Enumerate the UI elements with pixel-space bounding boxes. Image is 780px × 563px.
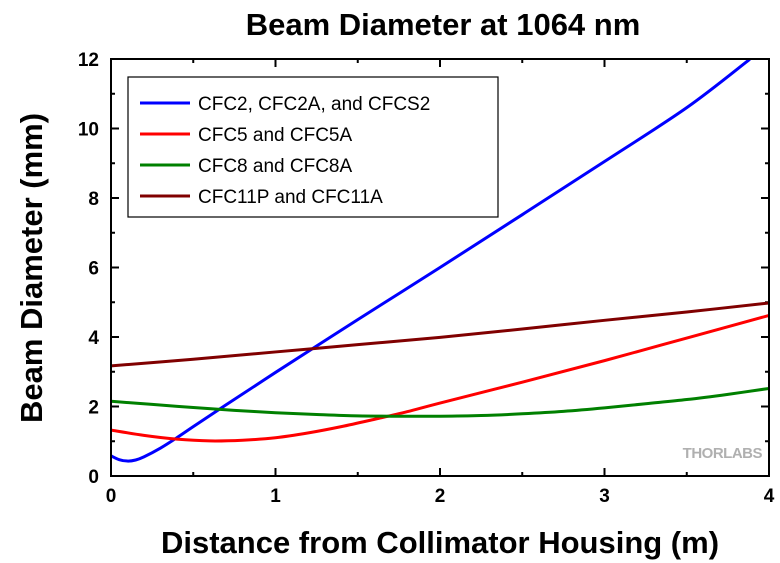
x-tick-label: 1 — [270, 486, 281, 507]
y-tick-label: 12 — [78, 50, 99, 71]
x-axis-label: Distance from Collimator Housing (m) — [161, 525, 719, 560]
y-tick-label: 6 — [88, 259, 99, 280]
y-tick-label: 2 — [88, 398, 99, 419]
chart-title: Beam Diameter at 1064 nm — [246, 7, 641, 42]
series-line-2 — [111, 313, 769, 443]
x-tick-label: 4 — [764, 486, 775, 507]
y-tick-label: 10 — [78, 120, 99, 141]
y-tick-label: 8 — [88, 189, 99, 210]
thorlabs-watermark: THORLABS — [683, 445, 763, 462]
legend-box — [127, 76, 499, 218]
legend-entry: CFC11P and CFC11A — [198, 187, 383, 208]
legend-entry: CFC5 and CFC5A — [198, 125, 352, 146]
chart-legend: CFC2, CFC2A, and CFCS2 CFC5 and CFC5A CFC8… — [127, 76, 499, 218]
series-line-3 — [111, 386, 769, 418]
y-tick-label: 0 — [88, 467, 99, 488]
series-line-1 — [111, 59, 751, 463]
x-tick-label: 0 — [106, 486, 117, 507]
x-tick-label: 3 — [599, 486, 610, 507]
y-tick-label: 4 — [88, 328, 99, 349]
plot-area-frame — [110, 58, 770, 477]
chart-series — [111, 59, 769, 463]
legend-entry: CFC8 and CFC8A — [198, 156, 352, 177]
x-tick-label: 2 — [435, 486, 446, 507]
series-line-4 — [111, 301, 769, 368]
legend-entry: CFC2, CFC2A, and CFCS2 — [198, 94, 430, 115]
y-axis-label: Beam Diameter (mm) — [14, 113, 49, 423]
